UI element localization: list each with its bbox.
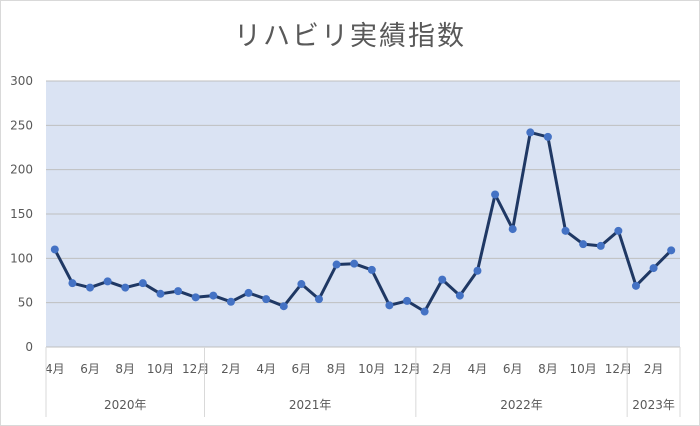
year-label: 2021年 xyxy=(289,398,332,412)
data-point xyxy=(314,295,323,304)
y-tick-label: 300 xyxy=(10,74,33,88)
x-tick-label: 8月 xyxy=(115,362,135,376)
y-tick-label: 50 xyxy=(18,296,33,310)
y-tick-label: 200 xyxy=(10,163,33,177)
y-axis: 0 50 100 150 200 250 300 xyxy=(10,74,33,354)
x-axis: 4月 6月 8月 10月 12月 2月 4月 6月 8月 10月 12月 2月 4月 6月 8月 10月 12月… xyxy=(45,347,681,417)
data-point xyxy=(121,283,130,292)
data-point xyxy=(209,291,218,300)
x-tick-label: 12月 xyxy=(182,362,209,376)
data-point xyxy=(332,260,341,269)
data-point xyxy=(350,259,359,268)
data-point xyxy=(667,246,676,255)
data-point xyxy=(385,301,394,310)
x-tick-label: 2月 xyxy=(644,362,664,376)
x-tick-label: 12月 xyxy=(393,362,420,376)
x-tick-label: 8月 xyxy=(538,362,558,376)
data-point xyxy=(68,279,77,288)
data-point xyxy=(244,288,253,297)
data-point xyxy=(508,225,517,234)
data-point xyxy=(631,281,640,290)
data-point xyxy=(543,132,552,141)
y-tick-label: 150 xyxy=(10,207,33,221)
data-point xyxy=(561,226,570,235)
data-point xyxy=(526,128,535,137)
x-tick-label: 10月 xyxy=(147,362,174,376)
data-point xyxy=(138,279,147,288)
data-point xyxy=(297,280,306,289)
data-point xyxy=(262,295,271,304)
data-point xyxy=(455,291,464,300)
x-tick-label: 12月 xyxy=(605,362,632,376)
data-point xyxy=(174,287,183,296)
data-point xyxy=(649,264,658,273)
x-tick-label: 2月 xyxy=(432,362,452,376)
x-tick-label: 6月 xyxy=(503,362,523,376)
data-point xyxy=(614,226,623,235)
y-tick-label: 0 xyxy=(25,340,33,354)
data-point xyxy=(367,265,376,274)
data-point xyxy=(226,297,235,306)
data-point xyxy=(491,190,500,199)
y-tick-label: 250 xyxy=(10,118,33,132)
x-tick-label: 10月 xyxy=(569,362,596,376)
data-point xyxy=(50,245,59,254)
chart-title: リハビリ実績指数 xyxy=(234,21,466,52)
data-point xyxy=(156,289,165,298)
x-tick-label: 4月 xyxy=(45,362,65,376)
data-point xyxy=(596,241,605,250)
x-tick-label: 10月 xyxy=(358,362,385,376)
data-point xyxy=(473,266,482,275)
data-point xyxy=(86,283,95,292)
x-tick-label: 2月 xyxy=(221,362,241,376)
year-label: 2023年 xyxy=(632,398,675,412)
data-point xyxy=(438,275,447,284)
x-tick-label: 4月 xyxy=(256,362,276,376)
y-tick-label: 100 xyxy=(10,251,33,265)
year-label: 2020年 xyxy=(104,398,147,412)
gridlines xyxy=(46,80,680,348)
data-point xyxy=(420,307,429,316)
data-point xyxy=(279,302,288,311)
data-point xyxy=(191,293,200,302)
year-label: 2022年 xyxy=(500,398,543,412)
x-tick-label: 6月 xyxy=(292,362,312,376)
x-tick-label: 4月 xyxy=(468,362,488,376)
data-point xyxy=(579,240,588,249)
data-point xyxy=(403,296,412,305)
series-layer xyxy=(50,128,676,316)
x-tick-label: 8月 xyxy=(327,362,347,376)
x-tick-label: 6月 xyxy=(80,362,100,376)
data-point xyxy=(103,277,112,286)
